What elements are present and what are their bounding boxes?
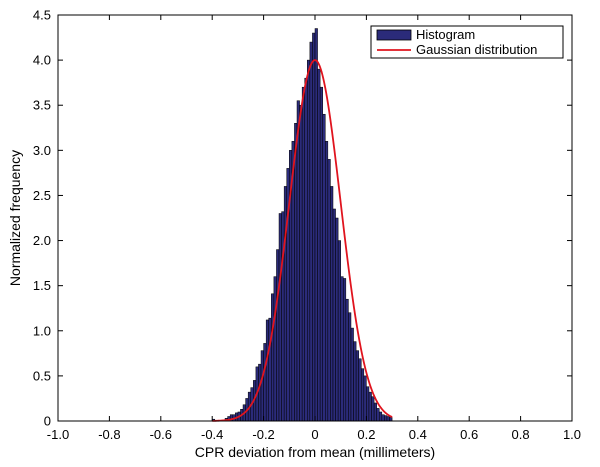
x-tick-label: -0.4 (201, 427, 223, 442)
histogram-bar (366, 386, 370, 422)
histogram-bar (294, 123, 298, 422)
histogram-bar (343, 278, 347, 422)
histogram-bar (361, 368, 365, 422)
histogram-bar (317, 68, 321, 422)
histogram-bar (322, 113, 326, 422)
x-tick-label: 0.4 (409, 427, 427, 442)
x-tick-label: 0.8 (512, 427, 530, 442)
y-tick-label: 4.0 (33, 53, 51, 68)
histogram-bar (301, 86, 305, 422)
histogram-bar (273, 276, 277, 422)
histogram-bar (337, 240, 341, 422)
histogram-bar (348, 312, 352, 422)
y-tick-label: 3.0 (33, 143, 51, 158)
histogram-bar (350, 327, 354, 422)
x-tick-label: -0.2 (252, 427, 274, 442)
x-tick-label: 1.0 (563, 427, 581, 442)
gaussian-curve (212, 59, 393, 422)
legend-histogram-swatch (376, 29, 412, 41)
histogram-bar (330, 186, 334, 422)
histogram-bar (355, 350, 359, 422)
histogram-bar (268, 317, 272, 422)
x-tick-label: 0.6 (460, 427, 478, 442)
y-axis-ticks: 0 0.5 1.0 1.5 2.0 2.5 3.0 3.5 4.0 4.5 (33, 8, 572, 429)
x-tick-label: 0 (311, 427, 318, 442)
histogram-bar (314, 28, 318, 422)
histogram-bar (258, 363, 262, 422)
histogram-bar (363, 375, 367, 422)
histogram-bar (345, 298, 349, 422)
histogram-bar (278, 213, 282, 422)
histogram-bar (335, 217, 339, 422)
y-tick-label: 4.5 (33, 8, 51, 23)
histogram-bar (384, 415, 388, 422)
histogram-bar (389, 417, 393, 422)
y-tick-label: 2.5 (33, 188, 51, 203)
histogram-bar (265, 319, 269, 422)
x-tick-label: -1.0 (47, 427, 69, 442)
histogram-bar (353, 341, 357, 422)
histogram-bar (379, 411, 383, 422)
y-tick-label: 1.0 (33, 323, 51, 338)
histogram-bar (376, 408, 380, 422)
histogram-bar (299, 104, 303, 422)
x-tick-label: 0.2 (357, 427, 375, 442)
histogram-bar (263, 343, 267, 422)
y-tick-label: 3.5 (33, 98, 51, 113)
histogram-bar (332, 208, 336, 422)
histogram-bar (325, 141, 329, 422)
histogram-bar (312, 32, 316, 422)
histogram-bar (358, 358, 362, 422)
legend-gaussian-label: Gaussian distribution (416, 42, 537, 57)
histogram-bar (319, 86, 323, 422)
histogram-bar (260, 350, 264, 422)
histogram-bar (381, 414, 385, 422)
histogram-bar (307, 59, 311, 422)
x-tick-label: -0.6 (150, 427, 172, 442)
x-axis-ticks: -1.0 -0.8 -0.6 -0.4 -0.2 0 0.2 0.4 0.6 0.8 1.0 (47, 15, 581, 442)
histogram-bar (327, 159, 331, 422)
histogram-bar (271, 293, 275, 422)
histogram-bar (373, 402, 377, 422)
histogram-bar (371, 396, 375, 422)
histogram-bar (304, 77, 308, 422)
histogram-bar (340, 276, 344, 422)
histogram-bar (309, 41, 313, 422)
y-tick-label: 2.0 (33, 233, 51, 248)
legend-histogram-label: Histogram (416, 27, 475, 42)
legend: Histogram Gaussian distribution (370, 25, 564, 59)
y-tick-label: 1.5 (33, 278, 51, 293)
x-tick-label: -0.8 (98, 427, 120, 442)
y-tick-label: 0.5 (33, 368, 51, 383)
y-tick-label: 0 (44, 414, 51, 429)
histogram-bar (386, 416, 390, 422)
histogram-bar (368, 391, 372, 422)
histogram-bar (296, 100, 300, 422)
histogram-bar (276, 249, 280, 422)
y-axis-label: Normalized frequency (7, 150, 23, 286)
x-axis-label: CPR deviation from mean (millimeters) (195, 444, 435, 460)
